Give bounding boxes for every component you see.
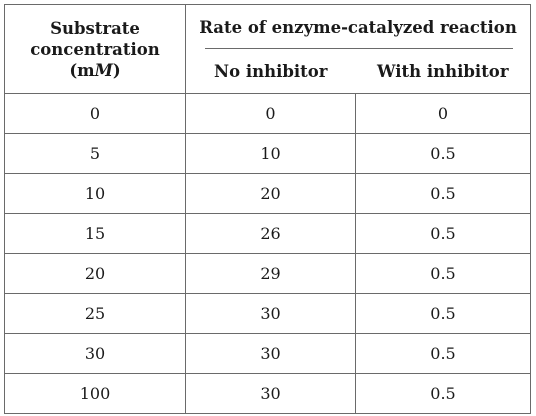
- substrate-cell: 5: [4, 133, 186, 174]
- with-inhibitor-header: With inhibitor: [355, 49, 531, 94]
- with-inhibitor-cell: 0.5: [355, 133, 531, 174]
- enzyme-rate-table: Substrate concentration (mM) Rate of enz…: [4, 4, 531, 414]
- substrate-header-unit-close: ): [112, 60, 121, 80]
- table-body: 0 0 0 5 10 0.5 10 20 0.5 15 26 0.5 20 29 0.5 25 30 0.5 30 3…: [4, 93, 531, 414]
- substrate-cell: 0: [4, 93, 186, 134]
- no-inhibitor-header: No inhibitor: [185, 49, 356, 94]
- substrate-header-unit-italic: M: [94, 60, 113, 80]
- table-row: 20 29 0.5: [4, 253, 531, 294]
- substrate-header: Substrate concentration (mM): [4, 4, 186, 94]
- substrate-cell: 15: [4, 213, 186, 254]
- rate-header-divider: [205, 48, 513, 49]
- no-inhibitor-cell: 30: [185, 373, 356, 414]
- no-inhibitor-cell: 26: [185, 213, 356, 254]
- rate-header-title: Rate of enzyme-catalyzed reaction: [199, 17, 517, 37]
- with-inhibitor-cell: 0.5: [355, 253, 531, 294]
- substrate-header-line2: concentration: [30, 39, 160, 59]
- substrate-header-unit-open: (m: [69, 60, 95, 80]
- table-row: 5 10 0.5: [4, 133, 531, 174]
- no-inhibitor-cell: 0: [185, 93, 356, 134]
- no-inhibitor-cell: 30: [185, 293, 356, 334]
- table-row: 30 30 0.5: [4, 333, 531, 374]
- substrate-cell: 20: [4, 253, 186, 294]
- with-inhibitor-cell: 0.5: [355, 213, 531, 254]
- no-inhibitor-cell: 29: [185, 253, 356, 294]
- no-inhibitor-cell: 30: [185, 333, 356, 374]
- no-inhibitor-cell: 10: [185, 133, 356, 174]
- no-inhibitor-cell: 20: [185, 173, 356, 214]
- with-inhibitor-cell: 0.5: [355, 293, 531, 334]
- substrate-cell: 100: [4, 373, 186, 414]
- table-row: 10 20 0.5: [4, 173, 531, 214]
- rate-header: Rate of enzyme-catalyzed reaction: [185, 4, 531, 49]
- table-row: 25 30 0.5: [4, 293, 531, 334]
- with-inhibitor-cell: 0.5: [355, 333, 531, 374]
- substrate-cell: 30: [4, 333, 186, 374]
- substrate-header-line1: Substrate: [50, 18, 140, 38]
- with-inhibitor-cell: 0.5: [355, 373, 531, 414]
- table-row: 100 30 0.5: [4, 373, 531, 414]
- with-inhibitor-cell: 0.5: [355, 173, 531, 214]
- substrate-cell: 10: [4, 173, 186, 214]
- substrate-cell: 25: [4, 293, 186, 334]
- with-inhibitor-cell: 0: [355, 93, 531, 134]
- table-row: 15 26 0.5: [4, 213, 531, 254]
